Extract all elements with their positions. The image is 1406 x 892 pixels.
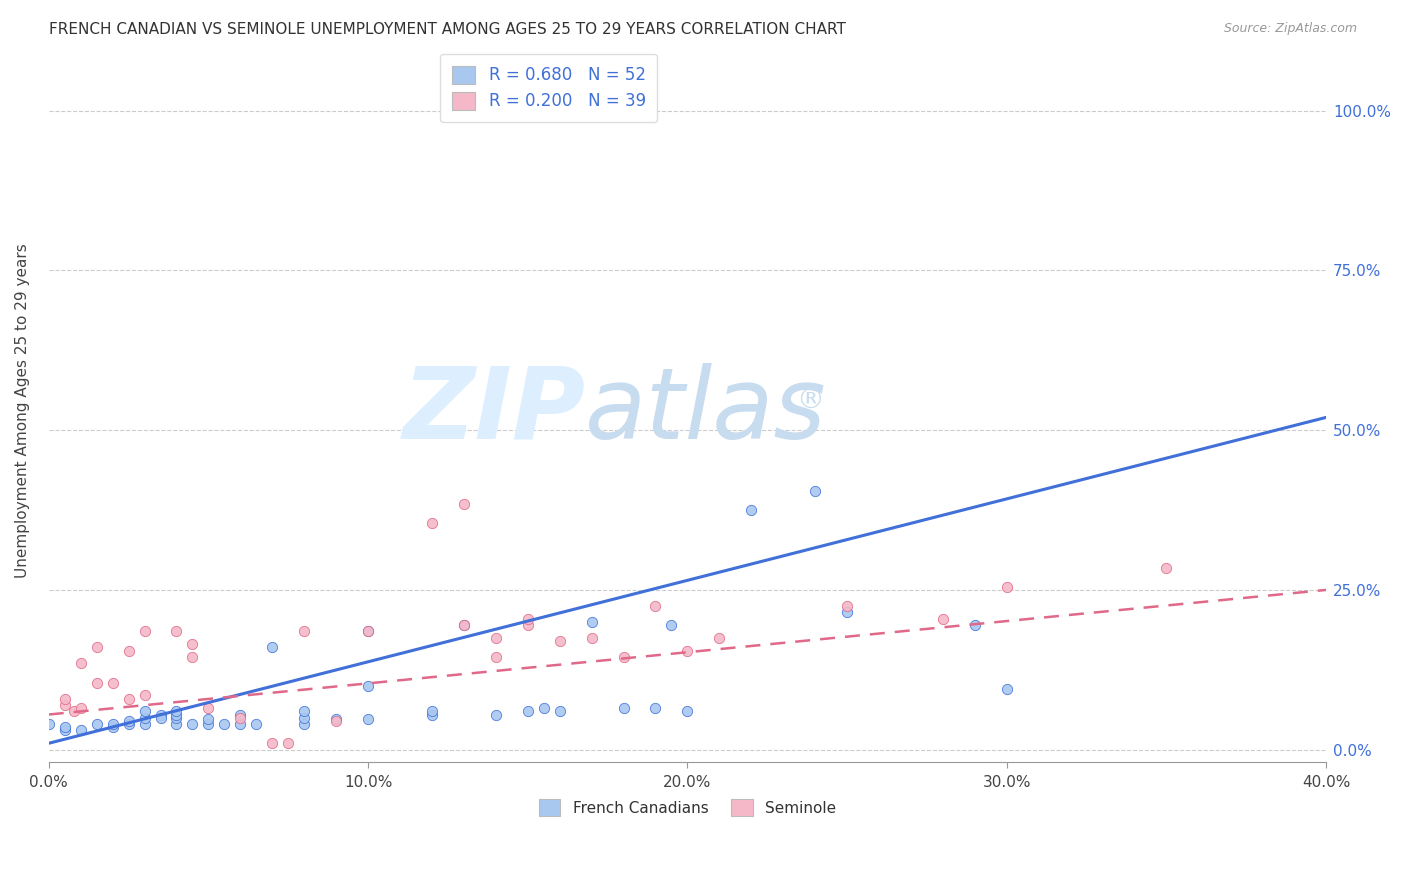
Point: [835, 599, 858, 613]
Point: [995, 681, 1018, 696]
Point: [86, 640, 108, 655]
Point: [149, 707, 172, 722]
Point: [53, 720, 76, 734]
Point: [117, 717, 139, 731]
Point: [357, 624, 380, 639]
Point: [485, 631, 508, 645]
Point: [453, 618, 475, 632]
Point: [453, 497, 475, 511]
Point: [166, 707, 188, 722]
Point: [995, 580, 1018, 594]
Point: [420, 707, 443, 722]
Point: [533, 701, 555, 715]
Point: [53, 691, 76, 706]
Text: FRENCH CANADIAN VS SEMINOLE UNEMPLOYMENT AMONG AGES 25 TO 29 YEARS CORRELATION C: FRENCH CANADIAN VS SEMINOLE UNEMPLOYMENT…: [49, 22, 846, 37]
Point: [69, 723, 91, 738]
Point: [149, 711, 172, 725]
Point: [357, 679, 380, 693]
Point: [197, 701, 219, 715]
Point: [932, 612, 955, 626]
Point: [581, 615, 603, 629]
Point: [101, 720, 124, 734]
Point: [357, 712, 380, 726]
Point: [117, 714, 139, 728]
Text: Source: ZipAtlas.com: Source: ZipAtlas.com: [1223, 22, 1357, 36]
Legend: French Canadians, Seminole: French Canadians, Seminole: [530, 790, 845, 825]
Point: [516, 612, 538, 626]
Text: atlas: atlas: [585, 362, 827, 459]
Point: [229, 717, 252, 731]
Point: [453, 618, 475, 632]
Point: [804, 483, 827, 498]
Point: [1156, 560, 1178, 574]
Point: [101, 675, 124, 690]
Point: [117, 643, 139, 657]
Point: [181, 637, 204, 651]
Point: [420, 516, 443, 530]
Point: [676, 643, 699, 657]
Text: ZIP: ZIP: [402, 362, 585, 459]
Point: [166, 624, 188, 639]
Point: [181, 650, 204, 665]
Point: [197, 717, 219, 731]
Point: [117, 691, 139, 706]
Point: [63, 704, 86, 718]
Point: [69, 701, 91, 715]
Point: [69, 657, 91, 671]
Point: [485, 650, 508, 665]
Text: ®: ®: [796, 386, 824, 415]
Point: [292, 704, 315, 718]
Point: [134, 711, 156, 725]
Point: [86, 717, 108, 731]
Point: [644, 599, 666, 613]
Point: [740, 503, 762, 517]
Point: [292, 717, 315, 731]
Point: [262, 640, 284, 655]
Point: [485, 707, 508, 722]
Point: [548, 634, 571, 648]
Point: [134, 624, 156, 639]
Point: [644, 701, 666, 715]
Point: [86, 675, 108, 690]
Point: [661, 618, 683, 632]
Point: [166, 717, 188, 731]
Point: [548, 704, 571, 718]
Point: [325, 714, 347, 728]
Point: [134, 689, 156, 703]
Point: [53, 698, 76, 712]
Point: [38, 717, 60, 731]
Point: [292, 711, 315, 725]
Point: [516, 618, 538, 632]
Point: [214, 717, 236, 731]
Point: [612, 650, 634, 665]
Point: [262, 736, 284, 750]
Point: [53, 723, 76, 738]
Point: [277, 736, 299, 750]
Point: [516, 704, 538, 718]
Point: [325, 712, 347, 726]
Point: [197, 712, 219, 726]
Point: [134, 704, 156, 718]
Point: [245, 717, 267, 731]
Point: [229, 707, 252, 722]
Point: [420, 704, 443, 718]
Point: [181, 717, 204, 731]
Point: [676, 704, 699, 718]
Y-axis label: Unemployment Among Ages 25 to 29 years: Unemployment Among Ages 25 to 29 years: [15, 244, 30, 578]
Point: [709, 631, 731, 645]
Point: [101, 717, 124, 731]
Point: [581, 631, 603, 645]
Point: [166, 711, 188, 725]
Point: [292, 624, 315, 639]
Point: [612, 701, 634, 715]
Point: [963, 618, 986, 632]
Point: [835, 605, 858, 619]
Point: [357, 624, 380, 639]
Point: [134, 717, 156, 731]
Point: [166, 704, 188, 718]
Point: [229, 711, 252, 725]
